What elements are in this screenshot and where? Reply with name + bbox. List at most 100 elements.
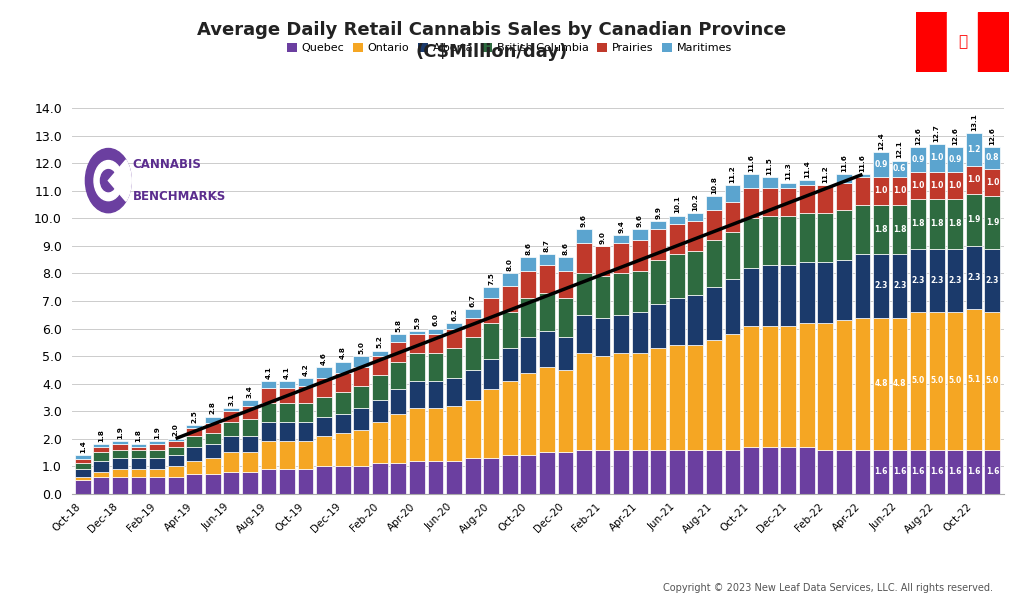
Text: 12.6: 12.6 bbox=[989, 127, 995, 144]
Bar bbox=[93, 444, 110, 447]
Bar bbox=[817, 213, 834, 262]
Bar bbox=[725, 202, 740, 232]
Text: 11.6: 11.6 bbox=[859, 154, 865, 172]
Bar bbox=[687, 221, 703, 252]
Bar bbox=[75, 459, 91, 464]
Bar bbox=[836, 259, 852, 320]
Bar bbox=[112, 441, 128, 444]
Text: 4.8: 4.8 bbox=[874, 379, 888, 388]
Bar bbox=[929, 144, 944, 172]
Bar bbox=[873, 450, 889, 494]
Text: 1.8: 1.8 bbox=[930, 220, 943, 228]
Text: 5.1: 5.1 bbox=[968, 375, 980, 384]
Bar bbox=[892, 254, 907, 317]
Bar bbox=[520, 337, 537, 373]
Bar bbox=[520, 455, 537, 494]
Text: 9.9: 9.9 bbox=[655, 206, 662, 219]
Bar bbox=[984, 249, 1000, 312]
Bar bbox=[168, 466, 183, 477]
Bar bbox=[707, 240, 722, 287]
Bar bbox=[707, 340, 722, 450]
Bar bbox=[978, 12, 1009, 72]
Bar bbox=[168, 441, 183, 447]
Text: 7.5: 7.5 bbox=[488, 272, 495, 285]
Bar bbox=[446, 406, 462, 461]
Bar bbox=[910, 450, 926, 494]
Bar bbox=[428, 353, 443, 381]
Bar bbox=[836, 450, 852, 494]
Bar bbox=[75, 455, 91, 459]
Bar bbox=[223, 471, 240, 494]
Bar bbox=[465, 400, 480, 458]
Bar bbox=[280, 381, 295, 388]
Text: 4.1: 4.1 bbox=[265, 366, 271, 379]
Bar bbox=[242, 436, 258, 452]
Bar bbox=[446, 348, 462, 378]
Bar bbox=[131, 444, 146, 447]
Bar bbox=[984, 450, 1000, 494]
Bar bbox=[687, 450, 703, 494]
Bar bbox=[687, 252, 703, 296]
Text: 11.2: 11.2 bbox=[822, 166, 828, 183]
Bar bbox=[131, 458, 146, 469]
Bar bbox=[372, 400, 388, 422]
Text: 1.8: 1.8 bbox=[948, 220, 962, 228]
Bar bbox=[873, 205, 889, 254]
Bar bbox=[186, 447, 202, 461]
Bar bbox=[520, 373, 537, 455]
Text: 1.0: 1.0 bbox=[930, 181, 943, 190]
Text: 8.0: 8.0 bbox=[507, 258, 513, 272]
Bar bbox=[984, 147, 1000, 169]
Bar bbox=[743, 219, 759, 268]
Bar bbox=[873, 254, 889, 317]
Text: 1.6: 1.6 bbox=[948, 467, 962, 476]
Bar bbox=[168, 447, 183, 455]
Bar bbox=[242, 471, 258, 494]
Bar bbox=[335, 392, 350, 414]
Bar bbox=[409, 461, 425, 494]
Text: 1.0: 1.0 bbox=[874, 187, 888, 196]
Text: 8.6: 8.6 bbox=[562, 242, 568, 255]
Bar bbox=[613, 315, 629, 353]
Bar bbox=[557, 452, 573, 494]
Bar bbox=[966, 309, 982, 450]
Text: 1.6: 1.6 bbox=[986, 467, 999, 476]
Bar bbox=[947, 199, 964, 249]
Legend: Quebec, Ontario, Alberta, British Columbia, Prairies, Maritimes: Quebec, Ontario, Alberta, British Columb… bbox=[283, 39, 736, 58]
Text: 2.3: 2.3 bbox=[911, 276, 925, 285]
Bar bbox=[390, 464, 407, 494]
Text: 5.0: 5.0 bbox=[948, 376, 962, 385]
Bar bbox=[223, 408, 240, 411]
Bar bbox=[428, 461, 443, 494]
Bar bbox=[150, 458, 165, 469]
Bar bbox=[762, 265, 777, 326]
Bar bbox=[892, 317, 907, 450]
Bar bbox=[223, 411, 240, 422]
Bar bbox=[595, 276, 610, 317]
Bar bbox=[632, 271, 647, 312]
Bar bbox=[390, 343, 407, 362]
Bar bbox=[855, 177, 870, 205]
Bar bbox=[372, 464, 388, 494]
Bar bbox=[669, 345, 685, 450]
Text: 9.4: 9.4 bbox=[618, 220, 625, 233]
Bar bbox=[910, 172, 926, 199]
Bar bbox=[112, 477, 128, 494]
Bar bbox=[873, 152, 889, 177]
Text: 1.6: 1.6 bbox=[911, 467, 925, 476]
Bar bbox=[947, 249, 964, 312]
Bar bbox=[428, 381, 443, 408]
Bar bbox=[817, 262, 834, 323]
Bar bbox=[446, 378, 462, 406]
Bar bbox=[372, 356, 388, 375]
Bar bbox=[780, 182, 796, 188]
Text: 9.0: 9.0 bbox=[600, 231, 605, 244]
Bar bbox=[353, 356, 369, 367]
Text: 9.6: 9.6 bbox=[637, 214, 643, 227]
Bar bbox=[186, 427, 202, 436]
Bar bbox=[75, 480, 91, 494]
Text: 4.2: 4.2 bbox=[302, 363, 308, 376]
Bar bbox=[335, 433, 350, 466]
Bar bbox=[762, 326, 777, 447]
Bar bbox=[910, 199, 926, 249]
